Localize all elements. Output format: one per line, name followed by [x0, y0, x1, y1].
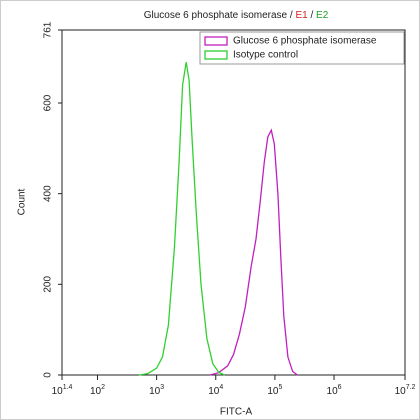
x-tick-label: 104	[208, 384, 223, 397]
legend-box	[199, 31, 405, 65]
title-part: E1	[295, 10, 308, 21]
chart-title: Glucose 6 phosphate isomerase / E1 / E2	[144, 10, 329, 21]
histogram-line	[138, 62, 225, 376]
plot-border	[61, 29, 406, 376]
title-part: Glucose 6 phosphate isomerase /	[144, 10, 296, 21]
legend-swatch	[204, 50, 228, 60]
y-tick-label: 400	[43, 185, 54, 202]
x-tick-label: 103	[149, 384, 164, 397]
x-tick-label: 107.2	[395, 384, 416, 397]
y-tick-label: 600	[43, 94, 54, 111]
legend-swatch	[204, 36, 228, 46]
x-axis-label: FITC-A	[220, 407, 253, 418]
y-tick-label: 761	[43, 21, 54, 38]
y-axis-label: Count	[17, 188, 28, 215]
legend-label: Isotype control	[233, 50, 298, 61]
x-tick-label: 106	[327, 384, 342, 397]
x-tick-label: 102	[90, 384, 105, 397]
y-tick-label: 200	[43, 276, 54, 293]
histogram-line	[209, 128, 298, 376]
legend-label: Glucose 6 phosphate isomerase	[233, 36, 377, 47]
y-tick-label: 0	[43, 372, 54, 378]
title-part: /	[308, 10, 316, 21]
title-part: E2	[316, 10, 329, 21]
x-tick-label: 101.4	[52, 384, 73, 397]
x-tick-label: 105	[267, 384, 282, 397]
